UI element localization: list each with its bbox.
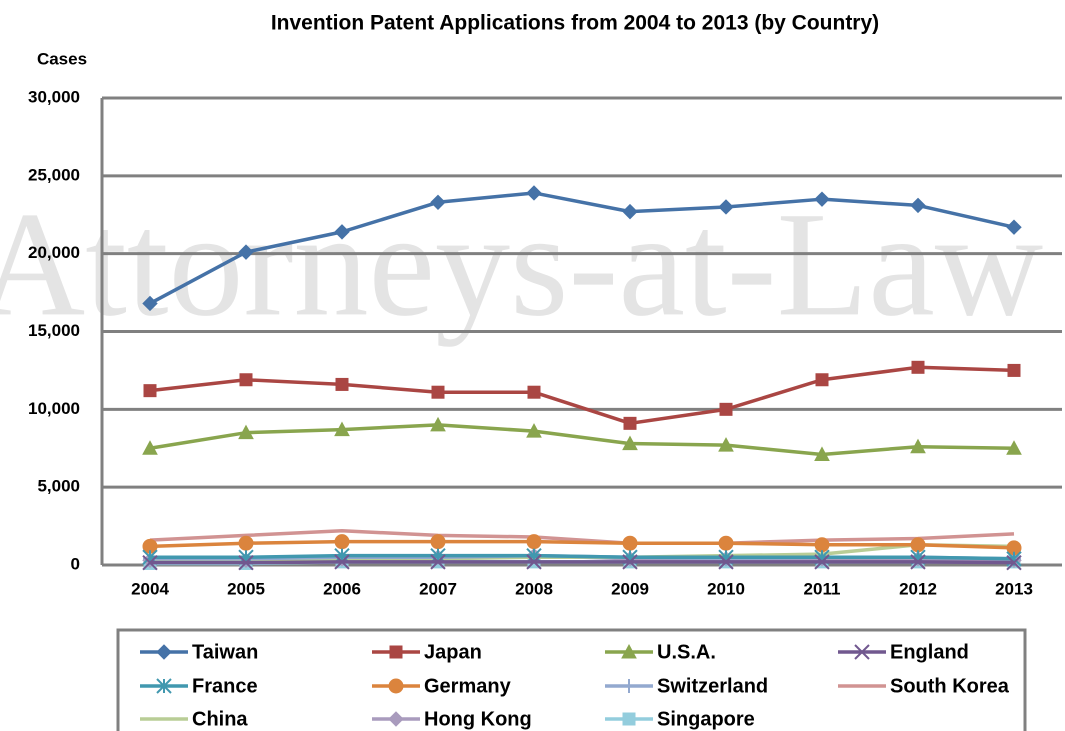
marker [1006,554,1022,571]
legend-label: Hong Kong [424,708,532,730]
marker [719,402,733,416]
marker [911,360,925,374]
y-tick-label: 10,000 [28,399,80,418]
marker [526,554,542,570]
marker [526,185,542,201]
legend-marker [621,643,637,659]
y-tick-label: 25,000 [28,165,80,184]
legend-label: England [890,641,969,663]
marker [238,535,254,551]
y-tick-label: 20,000 [28,243,80,262]
x-tick-label: 2011 [804,579,841,598]
marker [526,534,542,550]
marker [622,554,638,570]
marker [814,446,830,461]
x-tick-label: 2012 [899,579,937,598]
legend-marker [854,644,870,660]
marker [814,191,830,207]
watermark: Attorneys-at-Law [0,181,1043,347]
legend-label: Switzerland [657,675,768,697]
legend-marker [389,645,403,659]
legend-label: South Korea [890,675,1010,697]
legend-label: France [192,675,258,697]
marker [238,244,254,260]
x-tick-label: 2004 [131,579,169,598]
marker [142,440,158,455]
legend-box [116,628,1027,731]
marker [239,373,253,387]
marker [910,197,926,214]
marker [622,535,638,551]
series-line [149,423,1015,457]
marker [430,194,446,211]
legend-label: China [192,708,248,730]
x-tick-label: 2010 [707,579,745,598]
marker [143,384,157,398]
marker [238,424,254,440]
marker [238,554,254,571]
x-tick-label: 2005 [227,579,265,598]
series-line [150,553,1015,561]
series-line [149,529,1015,545]
marker [526,423,542,438]
marker [815,373,829,387]
marker [430,554,446,570]
marker [431,385,445,399]
series-line [149,365,1015,426]
marker [334,534,350,550]
y-tick-label: 30,000 [28,87,80,106]
marker [814,554,830,570]
legend-label: U.S.A. [657,641,716,663]
x-tick-label: 2009 [611,579,649,598]
marker [334,224,350,240]
marker [1006,219,1022,235]
legend-marker [388,711,404,727]
marker [814,537,830,553]
marker [334,554,350,570]
series-line [149,539,1015,550]
marker [335,377,349,391]
marker [623,416,637,430]
legend-marker [622,712,636,726]
marker [1006,440,1022,455]
legend-marker [388,678,404,694]
y-tick-label: 5,000 [37,477,80,496]
legend-label: Taiwan [192,641,258,663]
chart-title: Invention Patent Applications from 2004 … [271,12,879,35]
marker [1007,363,1021,377]
marker [910,554,926,570]
series-line [150,560,1015,565]
legend-marker [156,678,172,694]
marker [527,385,541,399]
legend-label: Germany [424,675,512,697]
marker [622,203,638,220]
marker [142,554,158,571]
x-tick-label: 2008 [515,579,553,598]
x-tick-label: 2006 [323,579,361,598]
marker [910,438,926,454]
marker [142,295,158,312]
marker [718,554,734,570]
legend-label: Singapore [657,708,755,730]
legend-marker [156,644,172,660]
y-tick-label: 0 [71,554,80,573]
y-axis-label: Cases [37,49,87,68]
x-tick-label: 2007 [419,579,457,598]
marker [718,199,734,215]
legend-label: Japan [424,641,482,663]
y-tick-label: 15,000 [28,321,80,340]
marker [622,435,638,451]
series-line [149,191,1015,306]
legend-marker [622,679,636,693]
marker [910,537,926,553]
marker [430,534,446,550]
marker [430,416,446,432]
marker [718,535,734,551]
marker [334,421,350,437]
marker [718,437,734,452]
x-tick-label: 2013 [995,579,1033,598]
